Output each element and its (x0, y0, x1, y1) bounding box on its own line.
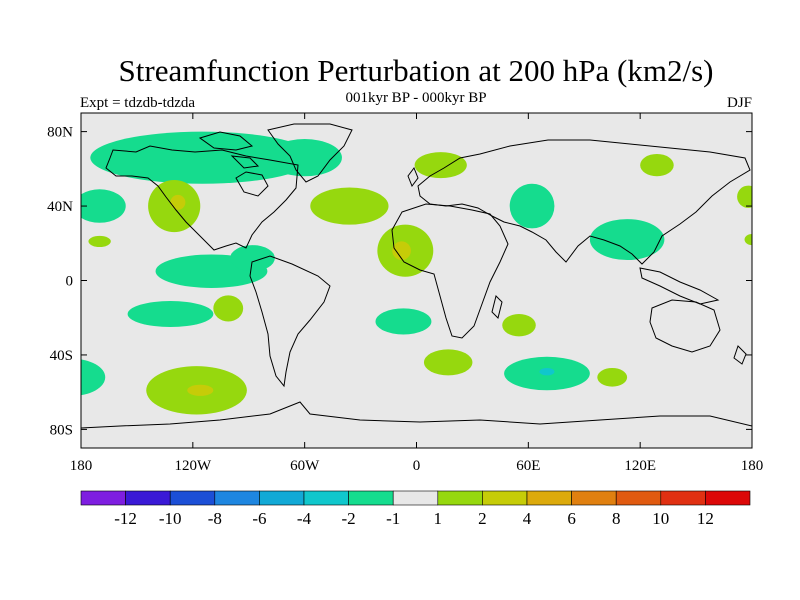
region-dateline-south-positive (744, 233, 752, 246)
colorbar-swatch (392, 490, 439, 506)
region-middle-east-negative (509, 183, 555, 229)
season-label: DJF (727, 95, 752, 111)
region-southeast-pacific-core (187, 384, 214, 396)
colorbar-tick-label: 10 (652, 509, 669, 528)
x-tick-label: 120E (624, 458, 656, 474)
region-west-pacific-positive (88, 235, 111, 248)
colorbar-swatch (437, 490, 483, 506)
region-siberia-positive (640, 153, 674, 177)
colorbar-tick-label: 2 (478, 509, 487, 528)
region-greenland-atlantic-negative (267, 139, 342, 177)
region-east-asia-negative (589, 219, 665, 261)
region-east-pacific-positive (213, 295, 244, 322)
region-west-pacific-north-negative (81, 189, 126, 223)
region-southeast-pacific-negative (81, 359, 106, 396)
y-tick-label: 80N (47, 125, 73, 141)
colorbar-swatch (169, 490, 216, 506)
region-south-atlantic-positive (423, 349, 473, 376)
region-north-atlantic-positive (310, 187, 389, 225)
colorbar-swatch (125, 490, 171, 506)
colorbar-tick-label: 1 (434, 509, 443, 528)
colorbar-swatch (259, 490, 305, 506)
colorbar-tick-label: 6 (567, 509, 576, 528)
y-tick-label: 0 (66, 274, 74, 290)
region-dateline-positive (737, 185, 752, 208)
colorbar-swatch (303, 490, 349, 506)
colorbar-swatch (705, 490, 751, 506)
colorbar-tick-label: 12 (697, 509, 714, 528)
colorbar-tick-label: -12 (114, 509, 137, 528)
x-tick-label: 180 (70, 458, 93, 474)
region-south-pacific-negative (127, 300, 214, 328)
x-tick-label: 60W (290, 458, 320, 474)
longitude-ticks: 180 120W 60W 0 60E 120E 180 (70, 113, 764, 474)
x-tick-label: 60E (516, 458, 540, 474)
colorbar-swatch (571, 490, 617, 506)
coastline-british-isles (407, 166, 419, 188)
coastlines (81, 123, 752, 429)
region-scandinavia-positive (414, 152, 467, 179)
region-africa-core (392, 241, 411, 261)
region-arctic-north-america-negative (90, 131, 314, 184)
region-south-indian-positive (597, 367, 628, 387)
colorbar-tick-label: -8 (208, 509, 222, 528)
coastline-canada-islands (198, 131, 260, 169)
x-tick-label: 0 (413, 458, 421, 474)
colorbar-swatch (660, 490, 706, 506)
colorbar-swatch (482, 490, 528, 506)
colorbar-swatch (348, 490, 394, 506)
region-south-africa-positive (502, 314, 536, 337)
colorbar-swatch (615, 490, 662, 506)
colorbar-tick-label: -10 (159, 509, 182, 528)
coastline-southeast-asia (639, 267, 720, 305)
region-east-central-america-negative (230, 245, 275, 272)
colorbar-swatch (214, 490, 260, 506)
x-tick-label: 180 (741, 458, 764, 474)
contour-regions (81, 131, 752, 415)
region-south-indian-core (539, 367, 555, 376)
coastline-antarctica (81, 401, 752, 429)
experiment-label: Expt = tdzdb-tdzda (80, 95, 195, 111)
colorbar-tick-label: -2 (342, 509, 356, 528)
y-tick-label: 40N (47, 199, 73, 215)
region-north-pacific-core (170, 194, 186, 210)
colorbar-tick-label: 4 (523, 509, 532, 528)
chart-title: Streamfunction Perturbation at 200 hPa (… (119, 53, 714, 88)
x-tick-label: 120W (174, 458, 212, 474)
y-tick-label: 40S (50, 348, 73, 364)
latitude-ticks: 80N 40N 0 40S 80S (47, 125, 752, 438)
region-south-atlantic-negative (375, 308, 432, 335)
coastline-africa (391, 203, 509, 339)
coastline-australia (649, 299, 721, 353)
coastline-new-zealand (733, 345, 747, 365)
coastline-greenland (267, 123, 353, 183)
coastline-north-america (105, 145, 299, 251)
coastline-eurasia (417, 139, 751, 265)
coastline-hudson-bay (235, 171, 269, 197)
coastline-south-america (249, 255, 331, 388)
colorbar-swatch (526, 490, 572, 506)
colorbar-tick-label: -6 (252, 509, 266, 528)
colorbar-tick-label: 8 (612, 509, 621, 528)
y-tick-label: 80S (50, 422, 73, 438)
colorbar-tick-label: -4 (297, 509, 312, 528)
colorbar-tick-label: -1 (386, 509, 400, 528)
colorbar: -12 -10 -8 -6 -4 -2 -1 1 2 4 6 8 10 12 (80, 490, 751, 528)
coastline-madagascar (491, 295, 503, 319)
chart-subtitle: 001kyr BP - 000kyr BP (345, 90, 486, 106)
colorbar-swatch (80, 490, 126, 506)
